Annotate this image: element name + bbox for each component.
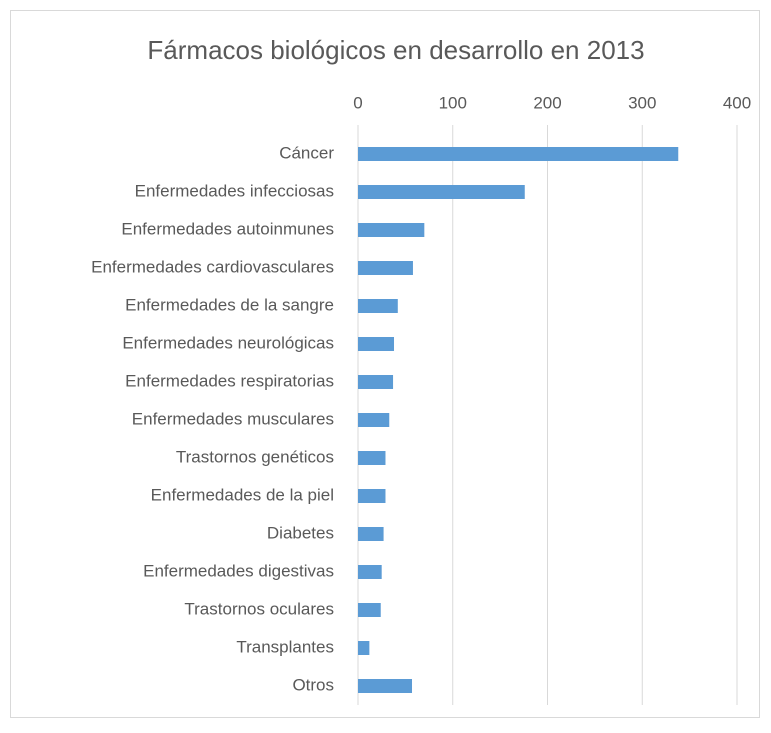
bar xyxy=(358,147,679,161)
y-tick-label: Enfermedades neurológicas xyxy=(122,333,334,352)
bar xyxy=(358,223,425,237)
bar xyxy=(358,603,381,617)
bar xyxy=(358,185,525,199)
y-tick-label: Enfermedades de la sangre xyxy=(125,295,334,314)
y-tick-label: Trastornos genéticos xyxy=(176,447,334,466)
y-tick-label: Transplantes xyxy=(236,637,334,656)
y-tick-label: Enfermedades infecciosas xyxy=(135,181,334,200)
y-tick-label: Enfermedades de la piel xyxy=(151,485,334,504)
bar xyxy=(358,413,390,427)
y-tick-label: Enfermedades respiratorias xyxy=(125,371,334,390)
chart-title: Fármacos biológicos en desarrollo en 201… xyxy=(147,35,644,65)
bar xyxy=(358,489,386,503)
y-tick-label: Enfermedades cardiovasculares xyxy=(91,257,334,276)
y-tick-label: Otros xyxy=(292,675,334,694)
y-tick-label: Diabetes xyxy=(267,523,334,542)
bar xyxy=(358,337,395,351)
y-tick-label: Cáncer xyxy=(279,143,334,162)
bar xyxy=(358,565,382,579)
bar xyxy=(358,641,370,655)
bar xyxy=(358,299,398,313)
y-tick-label: Enfermedades musculares xyxy=(132,409,334,428)
bar xyxy=(358,527,384,541)
x-tick-label: 100 xyxy=(439,93,467,112)
y-tick-label: Enfermedades autoinmunes xyxy=(121,219,334,238)
bar xyxy=(358,261,413,275)
x-tick-label: 400 xyxy=(723,93,751,112)
x-tick-label: 300 xyxy=(628,93,656,112)
bar xyxy=(358,375,394,389)
y-tick-label: Trastornos oculares xyxy=(184,599,334,618)
bar xyxy=(358,451,386,465)
bar xyxy=(358,679,413,693)
chart-border xyxy=(10,10,760,718)
x-tick-label: 0 xyxy=(353,93,362,112)
y-tick-label: Enfermedades digestivas xyxy=(143,561,334,580)
x-tick-label: 200 xyxy=(533,93,561,112)
